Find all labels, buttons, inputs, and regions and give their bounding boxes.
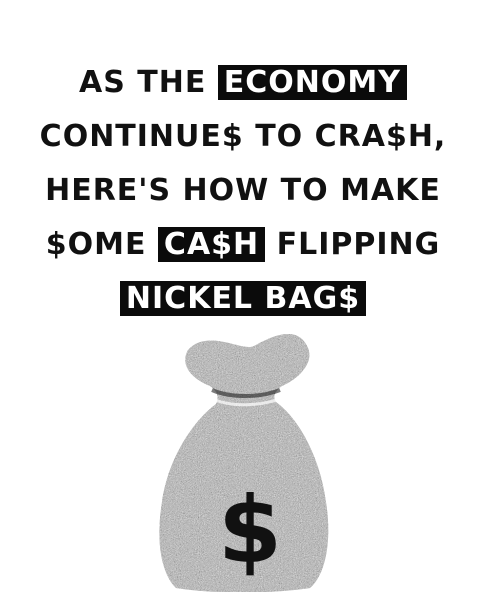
headline-text: $ome [45,227,158,262]
highlighted-word-cash: Ca$h [157,227,266,262]
dollar-sign-icon: $ [218,477,282,584]
headline-text: As the [79,65,218,100]
highlighted-word-economy: Economy [217,65,407,100]
highlighted-word-nickel-bags: Nickel Bag$ [119,281,367,316]
headline-line-2: Continue$ to Cra$h, [39,119,447,154]
headline: As the Economy Continue$ to Cra$h, here'… [0,56,486,326]
headline-line-5: Nickel Bag$ [0,272,486,326]
money-bag-icon: $ [150,326,340,592]
headline-line-1: As the Economy [0,56,486,110]
headline-line-4: $ome Ca$h Flipping [0,218,486,272]
headline-text: Flipping [265,227,441,262]
headline-line-3: here's how to make [45,173,441,208]
